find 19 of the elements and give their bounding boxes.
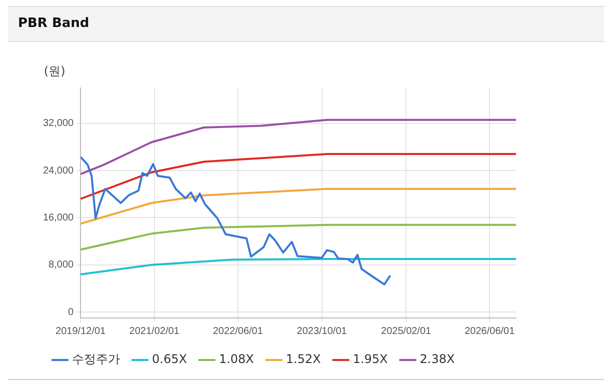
x-tick-label: 2025/02/01 <box>381 326 432 337</box>
legend-label: 0.65X <box>152 352 187 366</box>
x-tick-label: 2022/06/01 <box>212 326 264 337</box>
x-tick-label: 2019/12/01 <box>56 326 106 337</box>
legend-label: 1.08X <box>218 352 254 366</box>
x-tick-label: 2023/10/01 <box>296 326 348 337</box>
legend-label: 2.38X <box>420 352 455 366</box>
y-tick-label: 24,000 <box>42 165 74 176</box>
y-axis-title: (원) <box>44 64 66 78</box>
legend-label: 수정주가 <box>72 352 120 366</box>
x-tick-label: 2026/06/01 <box>464 326 516 337</box>
legend-label: 1.95X <box>352 352 388 366</box>
y-tick-label: 16,000 <box>42 212 74 224</box>
x-tick-label: 2021/02/01 <box>129 326 180 337</box>
legend-label: 1.52X <box>286 352 321 366</box>
chart-title: PBR Band <box>18 16 90 31</box>
y-tick-label: 8,000 <box>48 260 74 271</box>
y-tick-label: 32,000 <box>42 118 74 130</box>
y-tick-label: 0 <box>68 306 74 318</box>
